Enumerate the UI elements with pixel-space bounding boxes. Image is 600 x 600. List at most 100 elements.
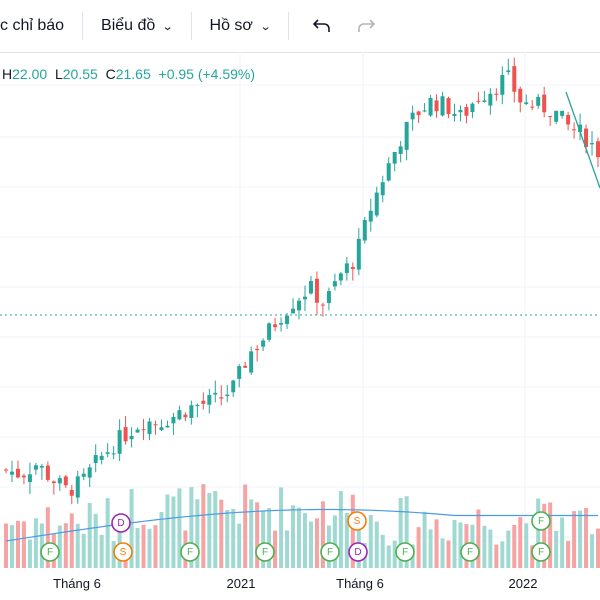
candle-body [524,102,529,105]
candle-body [69,489,74,496]
candle-body [4,469,8,471]
candle-body [410,112,415,120]
candle-body [302,296,307,300]
chevron-down-icon: ⌄ [259,20,272,33]
undo-button[interactable] [307,11,337,41]
volume-bar [171,496,176,568]
volume-bar [249,499,254,568]
event-marker-icon [460,542,480,562]
candle-body [63,476,68,486]
volume-bar [536,498,541,568]
volume-bar [446,540,451,568]
volume-bar [542,503,547,568]
volume-bar [428,529,433,568]
candle-body [33,465,38,470]
price-chart[interactable]: F S D F F F F S D F F F Tháng 6 2021 Tháng 6 2022 [0,52,600,600]
candle-body [344,263,349,274]
volume-bar [392,540,397,568]
volume-bar [548,502,553,568]
candle-body [135,429,140,433]
candle-body [171,416,176,424]
candle-body [536,96,541,106]
volume-bar [452,519,457,568]
indicators-menu[interactable]: c chỉ báo [0,0,64,52]
x-axis-label: Tháng 6 [336,576,384,591]
event-marker-label: S [120,547,127,558]
candle-body [111,453,116,455]
event-marker-icon [531,542,551,562]
high-key: H [2,66,13,82]
event-marker-label: D [117,518,124,529]
candle-body [362,219,367,241]
candle-body [207,395,212,405]
candle-body [99,455,104,460]
candle-body [81,473,86,477]
candle-body [27,474,32,483]
candle-body [422,110,427,112]
event-marker-label: S [354,516,361,527]
candle-body [464,107,469,116]
candle-body [500,75,505,95]
volume-bar [404,496,409,568]
event-marker-label: F [538,547,544,558]
candle-body [93,455,98,463]
volume-bar [458,522,463,568]
event-marker-label: F [402,547,408,558]
redo-button[interactable] [351,11,381,41]
redo-icon [358,19,376,32]
volume-bar [338,491,343,568]
candle-body [231,380,236,393]
low-key: L [54,66,63,82]
candle-body [476,100,481,102]
candle-body [434,100,439,112]
toolbar-divider [288,12,290,40]
candle-body [267,323,272,340]
candle-body [428,97,433,116]
candle-body [506,70,511,72]
candle-body [326,291,331,304]
volume-bar [482,525,487,568]
toolbar-divider [190,12,192,40]
volume-bar [506,530,511,568]
high-value: 22.00 [12,66,48,82]
candle-body [470,103,475,112]
candle-body [39,465,44,468]
volume-bar [297,507,302,568]
candle-body [518,88,523,103]
volume-bar [476,509,481,568]
volume-bar [231,508,236,568]
x-axis-label: 2022 [509,576,538,591]
close-key: C [105,66,116,82]
trend-line-drawing [565,91,600,189]
profile-menu[interactable]: Hồ sơ ⌄ [210,0,272,52]
volume-bar [57,525,62,568]
volume-bar [434,519,439,568]
event-marker-icon [255,542,275,562]
candle-body [374,192,379,216]
volume-bar [141,524,146,568]
volume-bar [416,527,421,568]
candle-body [177,410,182,420]
candle-body [458,109,463,113]
volume-bar [135,527,140,568]
volume-bar [195,499,200,568]
volume-bar [291,505,296,568]
candle-body [297,300,302,311]
low-value: 20.55 [62,66,98,82]
volume-bar [554,530,559,568]
volume-bar [386,545,391,568]
volume-bar [99,534,104,568]
candle-body [129,435,134,440]
volume-ma-line [5,508,598,542]
volume-bar [578,510,583,568]
candle-body [590,143,595,145]
candle-body [123,427,128,442]
candle-body [159,427,164,431]
toolbar-divider [82,12,84,40]
candle-body [195,404,200,407]
candle-body [332,281,337,287]
chart-type-menu[interactable]: Biểu đồ ⌄ [101,0,174,52]
volume-bar [21,521,26,568]
candle-body [285,315,290,325]
volume-bar [225,510,230,568]
